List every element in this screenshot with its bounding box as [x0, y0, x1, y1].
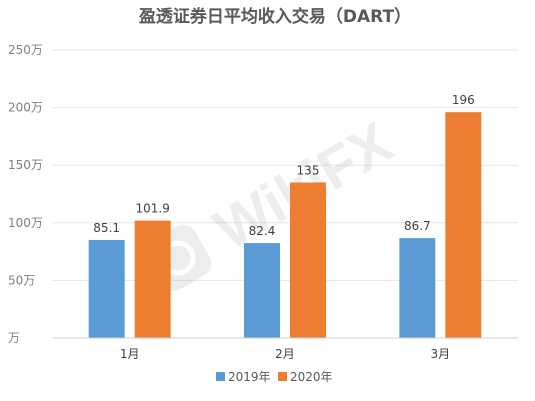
data-label: 101.9 [135, 202, 169, 216]
data-label: 135 [297, 163, 320, 177]
y-tick-label: 150万 [8, 158, 43, 172]
data-label: 86.7 [404, 219, 431, 233]
bar-series-1 [244, 243, 280, 338]
data-labels: 85.1 101.9 82.4 135 86.7 196 [93, 93, 474, 238]
data-label: 196 [452, 93, 475, 107]
legend-label: 2020年 [290, 370, 333, 384]
y-tick-label: 200万 [8, 101, 43, 115]
y-tick-label: 50万 [8, 273, 35, 287]
y-axis-ticks: 万 50万 100万 150万 200万 250万 [8, 43, 43, 345]
bar-series-2 [134, 220, 171, 338]
data-label: 82.4 [249, 224, 276, 238]
chart-title: 盈透证券日平均收入交易（DART） [138, 6, 411, 27]
x-axis-labels: 1月 2月 3月 [120, 347, 450, 361]
legend-swatch [278, 372, 287, 381]
bars [88, 112, 482, 338]
legend-swatch [216, 372, 225, 381]
x-category-label: 1月 [120, 347, 140, 361]
data-label: 85.1 [93, 221, 120, 235]
bar-series-1 [88, 239, 125, 338]
x-category-label: 3月 [431, 347, 451, 361]
bar-series-2 [290, 182, 326, 338]
y-tick-label: 100万 [8, 216, 43, 230]
legend: 2019年 2020年 [216, 370, 333, 384]
gridlines [52, 49, 518, 281]
y-tick-label: 250万 [8, 43, 43, 57]
bar-series-1 [399, 238, 436, 338]
bar-series-2 [445, 112, 482, 338]
x-category-label: 2月 [275, 347, 295, 361]
legend-label: 2019年 [228, 370, 271, 384]
y-tick-label: 万 [8, 331, 20, 345]
